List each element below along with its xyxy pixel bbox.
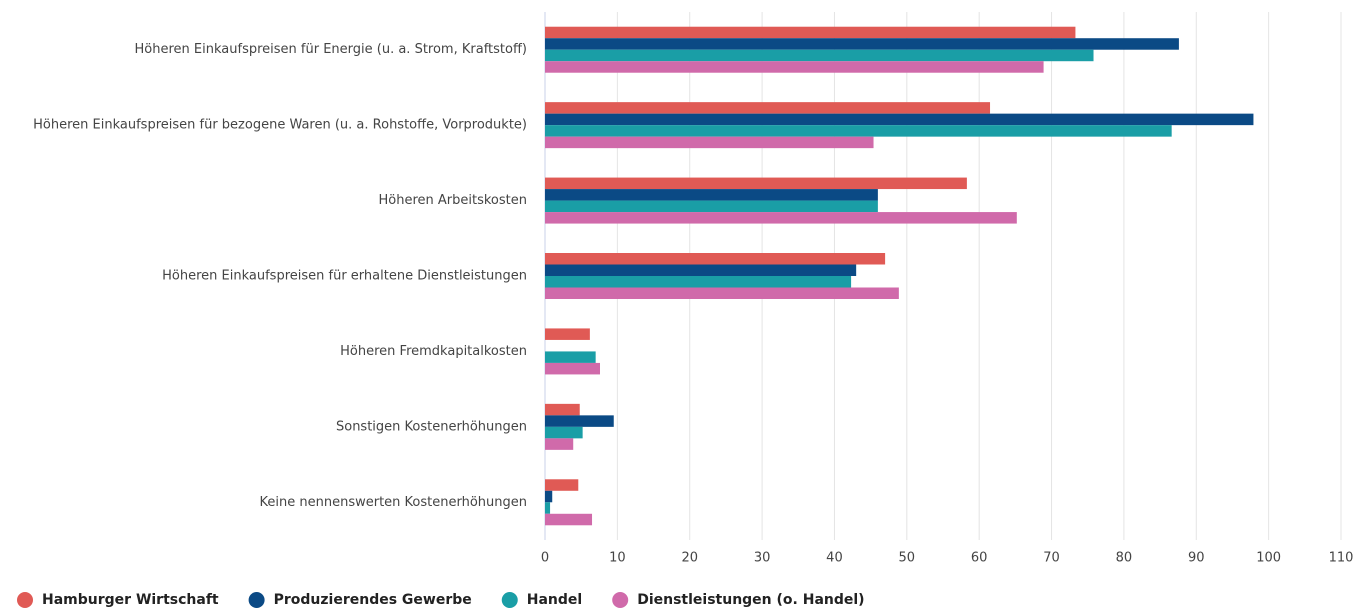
bar [545, 490, 553, 503]
x-tick-label: 30 [754, 551, 771, 566]
bar [545, 328, 590, 340]
bar [545, 177, 967, 190]
x-tick-label: 60 [971, 551, 988, 566]
bar [545, 212, 1017, 224]
bar [545, 26, 1076, 39]
x-tick-label: 10 [609, 551, 626, 566]
bar [545, 264, 857, 276]
bar [545, 61, 1044, 73]
x-tick-label: 0 [541, 551, 549, 566]
bar [545, 189, 878, 201]
bar [545, 438, 574, 450]
bar [545, 479, 579, 491]
bar [545, 287, 899, 299]
x-tick-label: 50 [899, 551, 916, 566]
x-tick-label: 90 [1188, 551, 1205, 566]
bar [545, 125, 1172, 137]
x-tick-label: 100 [1256, 551, 1281, 566]
x-tick-label: 80 [1116, 551, 1133, 566]
bar [545, 415, 614, 427]
bar [545, 200, 878, 213]
legend: Hamburger Wirtschaft Produzierendes Gewer… [17, 592, 865, 608]
legend-label: Handel [527, 592, 582, 608]
y-tick-label: Keine nennenswerten Kostenerhöhungen [260, 495, 527, 510]
y-tick-label: Höheren Arbeitskosten [379, 193, 528, 208]
x-tick-label: 70 [1043, 551, 1060, 566]
y-tick-label: Höheren Einkaufspreisen für Energie (u. … [135, 42, 527, 57]
bar [545, 362, 600, 375]
legend-label: Produzierendes Gewerbe [274, 592, 472, 608]
y-tick-label: Höheren Einkaufspreisen für erhaltene Di… [162, 269, 527, 284]
bar [545, 253, 886, 265]
bar [545, 513, 593, 526]
bar [545, 276, 852, 288]
legend-marker [612, 592, 629, 608]
legend-label: Hamburger Wirtschaft [42, 592, 219, 608]
bar [545, 113, 1254, 126]
bar [545, 426, 583, 439]
legend-marker [501, 592, 518, 608]
legend-marker [248, 592, 265, 608]
x-tick-label: 40 [826, 551, 843, 566]
legend-label: Dienstleistungen (o. Handel) [637, 592, 864, 608]
y-tick-label: Höheren Fremdkapitalkosten [340, 344, 527, 359]
bar [545, 403, 580, 416]
legend-marker [17, 592, 33, 608]
x-tick-label: 110 [1329, 551, 1354, 566]
bar [545, 38, 1179, 50]
bar [545, 351, 596, 363]
y-tick-label: Sonstigen Kostenerhöhungen [336, 419, 527, 434]
x-tick-label: 20 [681, 551, 698, 566]
bar [545, 136, 874, 149]
bar [545, 502, 551, 514]
bar [545, 102, 991, 114]
y-tick-label: Höheren Einkaufspreisen für bezogene War… [33, 118, 527, 133]
bar [545, 49, 1094, 62]
